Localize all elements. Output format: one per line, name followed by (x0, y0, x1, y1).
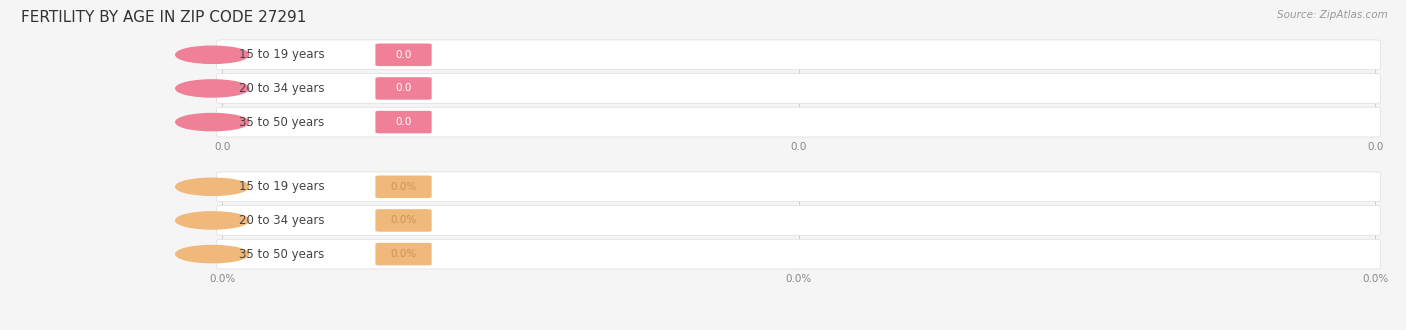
Circle shape (176, 80, 249, 97)
Text: 0.0%: 0.0% (786, 274, 811, 283)
FancyBboxPatch shape (375, 111, 432, 133)
Text: 0.0%: 0.0% (391, 249, 416, 259)
FancyBboxPatch shape (375, 176, 432, 198)
FancyBboxPatch shape (217, 172, 1381, 202)
FancyBboxPatch shape (375, 77, 432, 100)
Circle shape (176, 46, 249, 63)
Text: 0.0: 0.0 (395, 83, 412, 93)
Text: 15 to 19 years: 15 to 19 years (239, 180, 325, 193)
Text: 0.0: 0.0 (790, 142, 807, 151)
Circle shape (176, 114, 249, 131)
Circle shape (176, 246, 249, 263)
Text: 20 to 34 years: 20 to 34 years (239, 214, 325, 227)
FancyBboxPatch shape (375, 243, 432, 265)
FancyBboxPatch shape (375, 44, 432, 66)
Text: FERTILITY BY AGE IN ZIP CODE 27291: FERTILITY BY AGE IN ZIP CODE 27291 (21, 10, 307, 25)
FancyBboxPatch shape (217, 40, 1381, 70)
Text: 0.0: 0.0 (214, 142, 231, 151)
Text: 0.0%: 0.0% (391, 182, 416, 192)
Circle shape (176, 212, 249, 229)
FancyBboxPatch shape (375, 209, 432, 232)
Text: 35 to 50 years: 35 to 50 years (239, 115, 325, 129)
FancyBboxPatch shape (217, 74, 1381, 103)
FancyBboxPatch shape (217, 239, 1381, 269)
Text: 0.0: 0.0 (1367, 142, 1384, 151)
Text: 0.0%: 0.0% (209, 274, 235, 283)
Text: 0.0: 0.0 (395, 117, 412, 127)
FancyBboxPatch shape (217, 107, 1381, 137)
FancyBboxPatch shape (217, 206, 1381, 235)
Text: 0.0: 0.0 (395, 50, 412, 60)
Text: 20 to 34 years: 20 to 34 years (239, 82, 325, 95)
Text: 0.0%: 0.0% (391, 215, 416, 225)
Text: 15 to 19 years: 15 to 19 years (239, 48, 325, 61)
Text: Source: ZipAtlas.com: Source: ZipAtlas.com (1277, 10, 1388, 20)
Text: 0.0%: 0.0% (1362, 274, 1388, 283)
Circle shape (176, 178, 249, 195)
Text: 35 to 50 years: 35 to 50 years (239, 248, 325, 261)
